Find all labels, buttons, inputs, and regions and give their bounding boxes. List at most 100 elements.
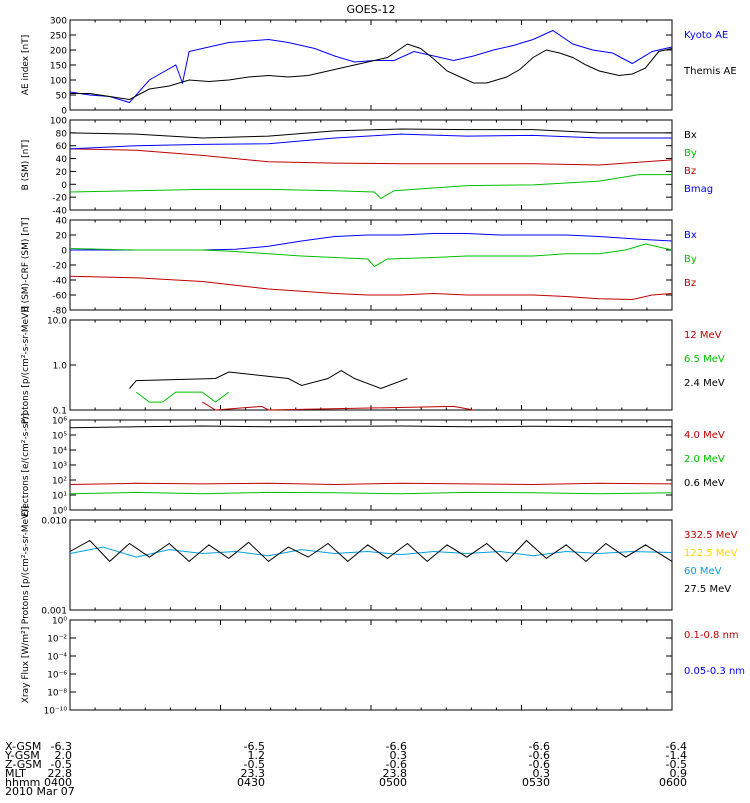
y-tick-label: 10⁻⁴ bbox=[47, 653, 67, 663]
y-tick-label: 60 bbox=[56, 142, 68, 152]
y-tick-label: 10¹ bbox=[52, 492, 67, 502]
y-tick-label: -20 bbox=[52, 194, 67, 204]
series-line bbox=[70, 233, 673, 251]
series-line bbox=[202, 401, 474, 411]
series-line bbox=[70, 43, 673, 101]
hhmm-value: 0500 bbox=[379, 776, 407, 789]
series-line bbox=[69, 546, 673, 558]
y-tick-label: 200 bbox=[50, 47, 67, 57]
series-line bbox=[69, 243, 673, 268]
hhmm-value: 0430 bbox=[237, 776, 265, 789]
y-tick-label: 20 bbox=[56, 168, 68, 178]
y-tick-label: 50 bbox=[56, 92, 68, 102]
y-tick-label: 0.001 bbox=[41, 607, 67, 617]
x-gsm-value: -6.6 bbox=[528, 740, 550, 753]
panel-frame bbox=[69, 19, 673, 111]
legend-entry: 0.05-0.3 nm bbox=[684, 666, 745, 677]
y-tick-label: 10² bbox=[52, 477, 67, 487]
y-tick-label: 10⁻⁶ bbox=[47, 671, 67, 681]
legend-entry: 60 MeV bbox=[684, 566, 722, 577]
legend-entry: Bz bbox=[684, 278, 696, 289]
y-tick-label: 0.1 bbox=[53, 407, 67, 417]
y-tick-label: -80 bbox=[52, 307, 67, 317]
y-tick-label: 10⁻⁸ bbox=[47, 689, 67, 699]
z-gsm-value: -0.5 bbox=[50, 758, 72, 771]
mlt-value: 0.9 bbox=[669, 767, 688, 780]
series-line bbox=[69, 275, 673, 301]
legend-entry: 332.5 MeV bbox=[684, 530, 738, 541]
z-gsm-value: -0.6 bbox=[385, 758, 407, 771]
series-line bbox=[69, 148, 673, 166]
panel-frame bbox=[69, 619, 673, 711]
x-gsm-value: -6.6 bbox=[385, 740, 407, 753]
plot-title: GOES-12 bbox=[346, 3, 395, 16]
series-line bbox=[69, 133, 672, 150]
panel-frame bbox=[69, 319, 673, 411]
hhmm-value: 0400 bbox=[44, 776, 72, 789]
y-gsm-value: 0.3 bbox=[389, 749, 408, 762]
legend-entry: 4.0 MeV bbox=[684, 430, 725, 441]
series-line bbox=[69, 539, 673, 563]
x-gsm-value: -6.5 bbox=[243, 740, 265, 753]
x-gsm-value: -6.3 bbox=[50, 740, 72, 753]
y-tick-label: 1.0 bbox=[53, 362, 68, 372]
y-tick-label: -20 bbox=[52, 262, 67, 272]
y-tick-label: 20 bbox=[56, 232, 68, 242]
legend-entry: Bz bbox=[684, 166, 696, 177]
y-gsm-value: -1.4 bbox=[665, 749, 687, 762]
legend-entry: By bbox=[684, 254, 697, 265]
y-tick-label: 300 bbox=[50, 17, 67, 27]
y-tick-label: 0 bbox=[61, 181, 67, 191]
mlt-value: 0.3 bbox=[532, 767, 551, 780]
y-tick-label: 10.0 bbox=[47, 317, 67, 327]
y-tick-label: 250 bbox=[50, 32, 67, 42]
mlt-value: 23.8 bbox=[382, 767, 408, 780]
panel-frame bbox=[69, 519, 673, 611]
y-tick-label: 0 bbox=[61, 107, 67, 117]
y-tick-label: -60 bbox=[52, 292, 67, 302]
x-gsm-value: -6.4 bbox=[665, 740, 687, 753]
y-axis-label: B (SM)-CRF (SM) [nT] bbox=[21, 218, 31, 313]
mlt-value: 23.3 bbox=[240, 767, 266, 780]
row-x-gsm-label: X-GSM bbox=[5, 740, 42, 753]
series-line bbox=[69, 491, 673, 495]
y-gsm-value: 1.2 bbox=[247, 749, 266, 762]
y-tick-label: 0.010 bbox=[41, 517, 67, 527]
series-line bbox=[69, 425, 672, 429]
y-tick-label: -40 bbox=[52, 207, 67, 217]
y-tick-label: 0 bbox=[61, 247, 67, 257]
legend-entry: 122.5 MeV bbox=[684, 548, 738, 559]
y-tick-label: 10⁵ bbox=[52, 432, 67, 442]
row-mlt-label: MLT bbox=[5, 767, 26, 780]
date-label: 2010 Mar 07 bbox=[5, 785, 75, 798]
y-axis-label: B (SM) [nT] bbox=[21, 140, 31, 191]
series-line bbox=[69, 128, 672, 139]
series-line bbox=[69, 482, 673, 486]
legend-entry: 27.5 MeV bbox=[684, 584, 731, 595]
row-y-gsm-label: Y-GSM bbox=[5, 749, 40, 762]
z-gsm-value: -0.5 bbox=[243, 758, 265, 771]
orbit-table: X-GSM Y-GSM Z-GSM MLT hhmm 2010 Mar 07 -… bbox=[0, 740, 750, 803]
legend-entry: Themis AE bbox=[683, 66, 737, 77]
legend-entry: 0.6 MeV bbox=[684, 478, 725, 489]
y-tick-label: -40 bbox=[52, 277, 67, 287]
y-tick-label: 10⁻² bbox=[47, 635, 67, 645]
z-gsm-value: -0.6 bbox=[528, 758, 550, 771]
y-tick-label: 10⁴ bbox=[52, 447, 67, 457]
y-tick-label: 150 bbox=[50, 62, 67, 72]
legend-entry: 2.0 MeV bbox=[684, 454, 725, 465]
series-line bbox=[129, 370, 408, 390]
panel-frame bbox=[69, 219, 673, 311]
legend-entry: Bx bbox=[684, 230, 697, 241]
hhmm-value: 0600 bbox=[659, 776, 687, 789]
legend-entry: Bx bbox=[684, 130, 697, 141]
z-gsm-value: -0.5 bbox=[665, 758, 687, 771]
y-axis-label: AE index [nT] bbox=[21, 35, 31, 95]
y-axis-label: Protons [p/(cm²-s-sr-MeV)] bbox=[21, 506, 31, 624]
series-line bbox=[69, 29, 673, 104]
y-axis-label: Protons [p/(cm²-s-sr-MeV)] bbox=[21, 306, 31, 424]
hhmm-value: 0530 bbox=[522, 776, 550, 789]
row-hhmm-label: hhmm bbox=[5, 776, 41, 789]
legend-entry: Bmag bbox=[684, 184, 713, 195]
